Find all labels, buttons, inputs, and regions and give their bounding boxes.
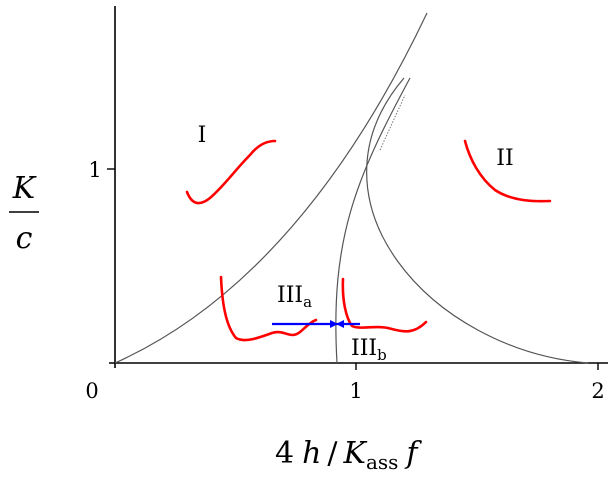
sketch-region-II	[463, 139, 552, 203]
x-label-sub: ass	[366, 450, 398, 474]
boundary-curve-left	[114, 12, 428, 364]
sketch-region-I	[185, 139, 277, 205]
y-label-numerator: K	[12, 171, 37, 206]
x-tick-label-2: 2	[591, 379, 604, 403]
x-label-f: f	[404, 436, 422, 471]
x-label-h: h	[302, 436, 321, 471]
boundary-curve-spinodal	[335, 77, 411, 364]
boundary-cusp-dotted	[379, 94, 406, 151]
region-label-IIIb: IIIb	[351, 336, 387, 364]
region-label-IIIb-sub: b	[377, 346, 387, 364]
region-label-I: I	[198, 123, 207, 148]
x-label-coef: 4	[275, 436, 294, 471]
x-tick-label-1: 1	[349, 379, 362, 403]
region-label-II: II	[496, 146, 513, 171]
x-tick-label-0: 0	[85, 379, 98, 403]
y-tick-label-1: 1	[88, 158, 101, 182]
sketch-region-IIIa	[219, 275, 318, 342]
region-label-IIIa-sub: a	[303, 293, 312, 311]
region-label-IIIb-main: III	[351, 336, 377, 361]
region-label-IIIa: IIIa	[277, 283, 312, 311]
sketch-region-IIIb	[341, 277, 428, 333]
x-label-slash: /	[327, 436, 338, 471]
x-label-K: K	[343, 436, 368, 471]
y-label-denominator: c	[16, 221, 33, 256]
boundary-curve-right	[366, 77, 589, 364]
x-axis-label: 4 h / Kass f	[275, 436, 422, 474]
region-label-IIIa-main: III	[277, 283, 303, 308]
